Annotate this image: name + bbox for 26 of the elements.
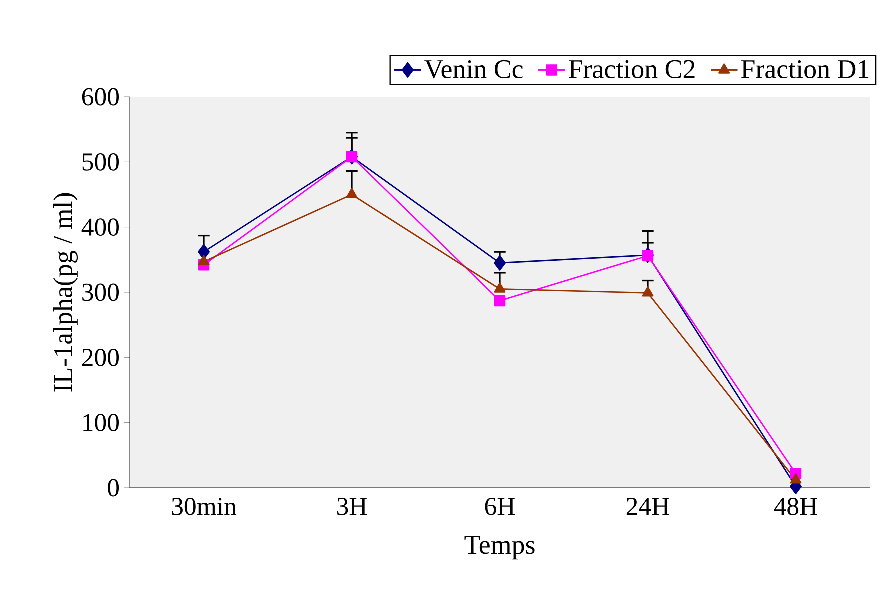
y-tick-label: 500 bbox=[82, 153, 120, 171]
x-tick-label: 3H bbox=[337, 498, 367, 516]
y-tick-label: 100 bbox=[84, 414, 120, 432]
point bbox=[790, 474, 802, 484]
y-tick-label: 400 bbox=[82, 218, 120, 236]
legend-label: Fraction D1 bbox=[741, 60, 869, 78]
point bbox=[494, 282, 506, 293]
y-tick-label: 0 bbox=[108, 479, 120, 497]
point bbox=[494, 295, 506, 307]
point bbox=[346, 188, 358, 198]
y-tick-label: 600 bbox=[82, 88, 120, 106]
y-tick-label: 200 bbox=[82, 348, 120, 366]
x-tick-label: 24H bbox=[626, 498, 670, 516]
x-axis-title: Temps bbox=[464, 536, 535, 560]
point bbox=[198, 255, 210, 266]
point bbox=[198, 244, 210, 260]
y-tick-label: 300 bbox=[82, 284, 120, 302]
point bbox=[494, 255, 506, 271]
point bbox=[642, 286, 654, 297]
x-tick-label: 48H bbox=[774, 498, 818, 516]
y-axis-title: IL-1alpha(pg / ml) bbox=[53, 193, 78, 392]
legend-label: Fraction C2 bbox=[569, 60, 695, 78]
x-tick-label: 6H bbox=[485, 498, 515, 516]
x-tick-label: 30min bbox=[172, 498, 237, 516]
point bbox=[642, 250, 654, 262]
legend-label: Venin Cc bbox=[424, 60, 523, 79]
